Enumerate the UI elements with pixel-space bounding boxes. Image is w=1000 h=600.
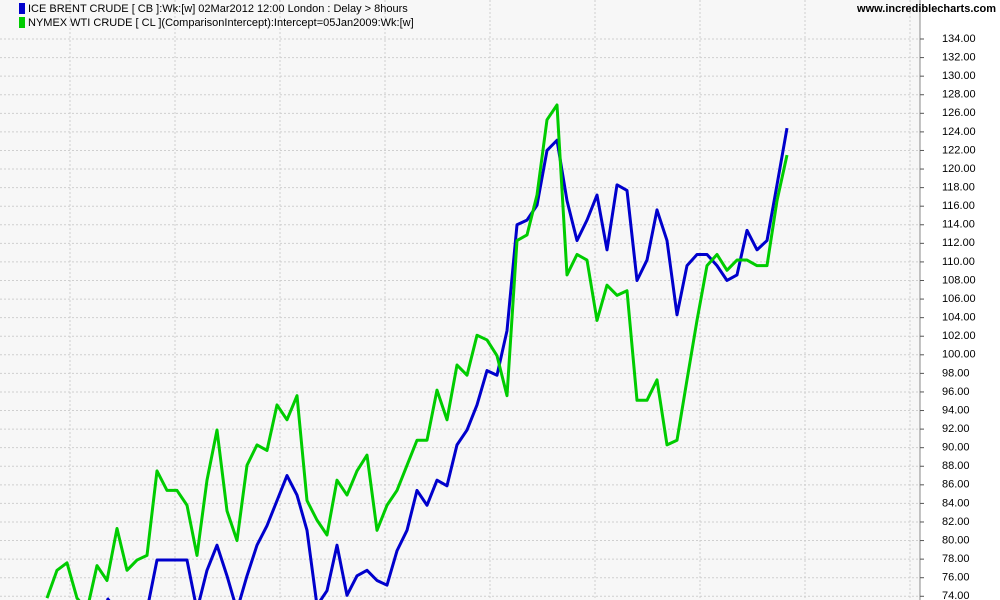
- y-tick-label: 92.00: [942, 423, 970, 435]
- y-tick-label: 76.00: [942, 572, 970, 584]
- series-layer: [45, 103, 789, 600]
- y-tick-label: 82.00: [942, 516, 970, 528]
- y-tick-label: 80.00: [942, 534, 970, 546]
- y-tick-label: 108.00: [942, 274, 976, 286]
- y-tick-label: 134.00: [942, 33, 976, 45]
- y-tick-label: 120.00: [942, 163, 976, 175]
- y-tick-label: 130.00: [942, 70, 976, 82]
- y-tick-label: 84.00: [942, 497, 970, 509]
- y-tick-label: 78.00: [942, 553, 970, 565]
- y-tick-label: 112.00: [942, 237, 975, 249]
- y-tick-label: 98.00: [942, 367, 970, 379]
- watermark: www.incrediblecharts.com: [856, 3, 996, 15]
- series-line: [105, 127, 789, 600]
- y-tick-label: 86.00: [942, 479, 970, 491]
- legend-swatch: [19, 17, 25, 28]
- legend-entry: NYMEX WTI CRUDE [ CL ](ComparisonInterce…: [28, 17, 414, 29]
- y-tick-label: 90.00: [942, 442, 970, 454]
- y-tick-label: 128.00: [942, 89, 976, 101]
- y-tick-label: 124.00: [942, 126, 976, 138]
- y-tick-label: 88.00: [942, 460, 970, 472]
- y-tick-label: 126.00: [942, 107, 976, 119]
- y-tick-label: 102.00: [942, 330, 976, 342]
- y-tick-label: 104.00: [942, 312, 976, 324]
- vertical-grid: [69, 0, 911, 600]
- y-tick-label: 118.00: [942, 182, 975, 194]
- y-tick-label: 74.00: [942, 590, 970, 600]
- plot-area: [0, 0, 920, 600]
- series-line: [45, 103, 789, 600]
- y-tick-label: 100.00: [942, 349, 976, 361]
- y-tick-label: 94.00: [942, 404, 970, 416]
- y-tick-label: 106.00: [942, 293, 976, 305]
- legend-swatch: [19, 3, 25, 14]
- legend-entry: ICE BRENT CRUDE [ CB ]:Wk:[w] 02Mar2012 …: [28, 3, 408, 15]
- y-tick-label: 96.00: [942, 386, 970, 398]
- y-tick-label: 122.00: [942, 144, 976, 156]
- y-tick-label: 114.00: [942, 219, 975, 231]
- y-tick-label: 132.00: [942, 51, 976, 63]
- y-tick-label: 110.00: [942, 256, 975, 268]
- layer: 74.00 76.00 78.00 80.00 82.00 84.00 86.00 88.00…: [0, 33, 976, 600]
- y-tick-label: 116.00: [942, 200, 975, 212]
